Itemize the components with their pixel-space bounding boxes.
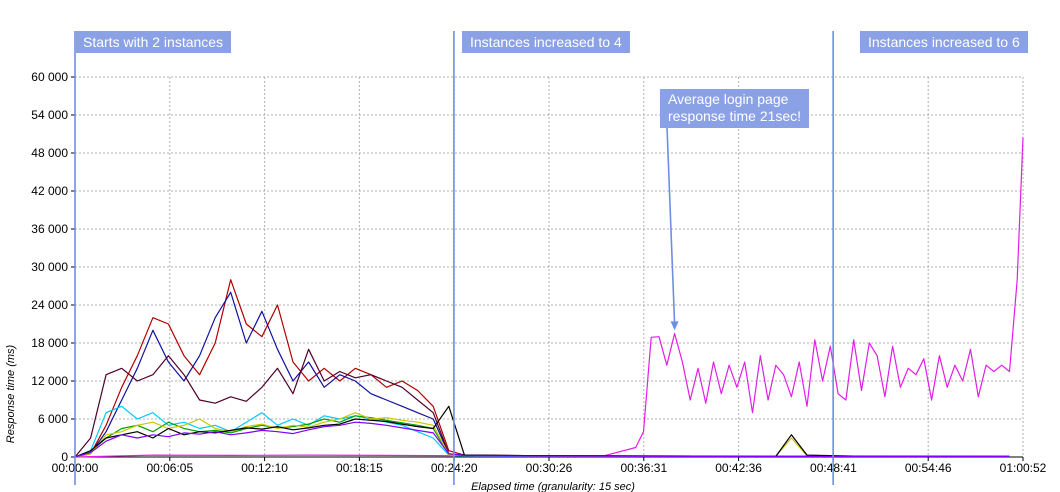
annotation-start-instances: Starts with 2 instances — [75, 31, 232, 53]
y-tick-label: 36 000 — [31, 222, 68, 236]
series-lines — [74, 137, 1024, 458]
y-tick-label: 30 000 — [31, 260, 68, 274]
y-axis-label: Response time (ms) — [5, 344, 17, 443]
grid-lines — [75, 76, 1024, 457]
x-tick-label: 00:12:10 — [241, 461, 288, 475]
y-tick-label: 60 000 — [31, 70, 68, 84]
callout-line-2: response time 21sec! — [668, 108, 802, 124]
series-line-9 — [74, 421, 1010, 458]
x-tick-label: 00:18:15 — [336, 461, 383, 475]
series-line-1 — [74, 137, 1024, 458]
callout-line-1: Average login page — [668, 91, 789, 107]
x-axis-ticks: 00:00:0000:06:0500:12:1000:18:1500:24:20… — [52, 456, 1047, 475]
y-tick-label: 42 000 — [31, 184, 68, 198]
y-tick-label: 54 000 — [31, 108, 68, 122]
y-tick-label: 12 000 — [31, 374, 68, 388]
y-axis-ticks: 0 6 000 12 000 18 000 24 000 30 000 36 000 42 0… — [31, 70, 75, 464]
series-line-4 — [74, 348, 1010, 458]
annotation-login-callout: Average login page response time 21sec! — [660, 89, 810, 128]
callout-arrow — [666, 126, 679, 331]
x-tick-label: 00:06:05 — [146, 461, 193, 475]
y-tick-label: 18 000 — [31, 336, 68, 350]
x-tick-label: 00:36:31 — [620, 461, 667, 475]
callout-arrow-head — [670, 321, 679, 331]
y-tick-label: 6 000 — [38, 412, 68, 426]
y-tick-label: 24 000 — [31, 298, 68, 312]
x-tick-label: 00:30:26 — [526, 461, 573, 475]
event-markers — [74, 31, 834, 485]
x-axis-label: Elapsed time (granularity: 15 sec) — [471, 481, 635, 492]
x-tick-label: 00:54:46 — [905, 461, 952, 475]
callout-arrow-line — [666, 126, 676, 325]
x-tick-label: 00:42:36 — [715, 461, 762, 475]
x-tick-label: 01:00:52 — [1000, 461, 1047, 475]
series-line-6 — [74, 415, 1010, 458]
annotation-scale-to-4: Instances increased to 4 — [462, 31, 630, 53]
y-tick-label: 48 000 — [31, 146, 68, 160]
annotation-scale-to-6: Instances increased to 6 — [860, 31, 1028, 53]
y-tick-label: 0 — [61, 450, 68, 464]
